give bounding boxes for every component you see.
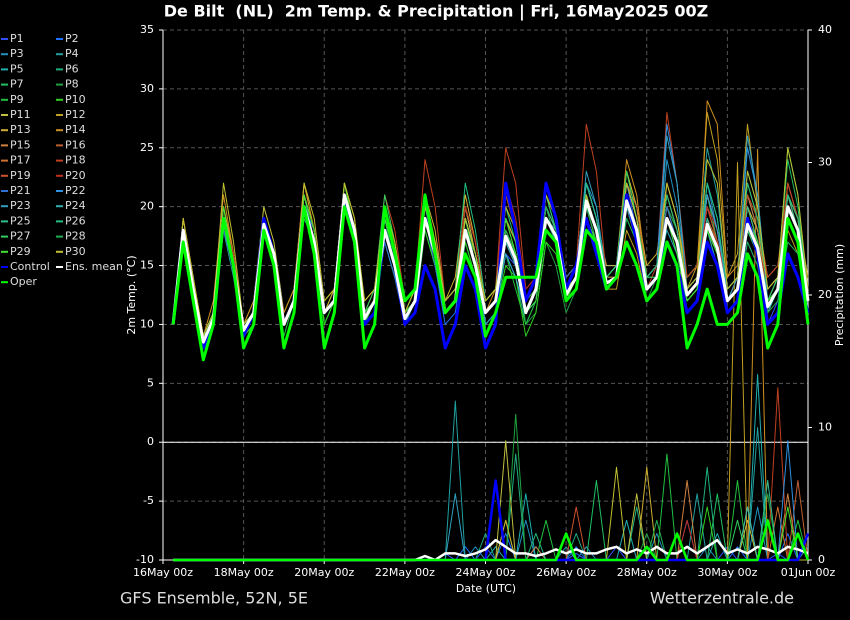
legend-label: P6 bbox=[65, 62, 79, 75]
legend-label: P24 bbox=[65, 199, 86, 212]
legend-label: P11 bbox=[10, 108, 31, 121]
y-tick-label: 25 bbox=[140, 141, 154, 154]
chart-title: De Bilt (NL) 2m Temp. & Precipitation | … bbox=[164, 2, 708, 22]
precip-line bbox=[173, 374, 808, 561]
legend-label: P26 bbox=[65, 214, 86, 227]
legend-label: P20 bbox=[65, 169, 86, 182]
y-tick-label: 10 bbox=[140, 317, 154, 330]
x-axis-title: Date (UTC) bbox=[456, 582, 516, 595]
y-axis-title: 2m Temp. (°C) bbox=[125, 255, 138, 334]
precip-line bbox=[173, 519, 810, 562]
x-tick-label: 18May 00z bbox=[214, 566, 274, 579]
y-tick-label: 0 bbox=[147, 435, 154, 448]
legend-label: P15 bbox=[10, 138, 31, 151]
legend-label: P7 bbox=[10, 78, 24, 91]
legend-label: P1 bbox=[10, 32, 24, 45]
legend-label: P23 bbox=[10, 199, 31, 212]
legend-label: P5 bbox=[10, 62, 24, 75]
legend-label: P19 bbox=[10, 169, 31, 182]
legend-label: P28 bbox=[65, 230, 86, 243]
legend-label: P25 bbox=[10, 214, 31, 227]
precip-line bbox=[173, 538, 809, 562]
legend-label: P18 bbox=[65, 154, 86, 167]
x-tick-label: 30May 00z bbox=[697, 566, 757, 579]
legend-label: P10 bbox=[65, 93, 86, 106]
legend-label: Ens. mean bbox=[65, 260, 123, 273]
legend-label: Oper bbox=[10, 275, 37, 288]
footer-site: Wetterzentrale.de bbox=[650, 589, 794, 608]
legend-label: P12 bbox=[65, 108, 86, 121]
x-tick-label: 22May 00z bbox=[375, 566, 435, 579]
y2-tick-label: 40 bbox=[818, 23, 832, 36]
x-tick-label: 01Jun 00z bbox=[781, 566, 836, 579]
temp-line bbox=[171, 193, 810, 362]
y-tick-label: 15 bbox=[140, 259, 154, 272]
y2-axis-title: Precipitation (mm) bbox=[833, 244, 846, 346]
legend-label: P21 bbox=[10, 184, 31, 197]
y2-tick-label: 30 bbox=[818, 156, 832, 169]
legend-label: P27 bbox=[10, 230, 31, 243]
legend-label: P4 bbox=[65, 47, 79, 60]
y-tick-label: 20 bbox=[140, 200, 154, 213]
legend-label: P2 bbox=[65, 32, 79, 45]
legend-label: P13 bbox=[10, 123, 31, 136]
legend-label: Control bbox=[10, 260, 50, 273]
legend-label: P8 bbox=[65, 78, 79, 91]
temp-line bbox=[171, 193, 810, 344]
y-tick-label: -5 bbox=[143, 494, 154, 507]
legend-label: P17 bbox=[10, 154, 31, 167]
legend-label: P22 bbox=[65, 184, 86, 197]
footer-source: GFS Ensemble, 52N, 5E bbox=[120, 589, 308, 608]
x-tick-label: 28May 00z bbox=[617, 566, 677, 579]
legend-label: P3 bbox=[10, 47, 24, 60]
y2-tick-label: 0 bbox=[818, 553, 825, 566]
legend: P1 P2 P3 P4 P5 P6 P7 P8 P9 P10 P11 P12 P13 P14 P15 P16 P… bbox=[1, 32, 123, 288]
y-tick-label: 30 bbox=[140, 82, 154, 95]
legend-label: P29 bbox=[10, 245, 31, 258]
x-tick-label: 24May 00z bbox=[455, 566, 515, 579]
x-tick-label: 26May 00z bbox=[536, 566, 596, 579]
legend-label: P30 bbox=[65, 245, 86, 258]
legend-label: P14 bbox=[65, 123, 86, 136]
legend-label: P16 bbox=[65, 138, 86, 151]
y2-tick-label: 10 bbox=[818, 421, 832, 434]
x-tick-label: 16May 00z bbox=[133, 566, 193, 579]
y-tick-label: -10 bbox=[136, 553, 154, 566]
x-tick-label: 20May 00z bbox=[294, 566, 354, 579]
y2-tick-label: 20 bbox=[818, 288, 832, 301]
y-tick-label: 35 bbox=[140, 23, 154, 36]
y-tick-label: 5 bbox=[147, 376, 154, 389]
legend-label: P9 bbox=[10, 93, 24, 106]
